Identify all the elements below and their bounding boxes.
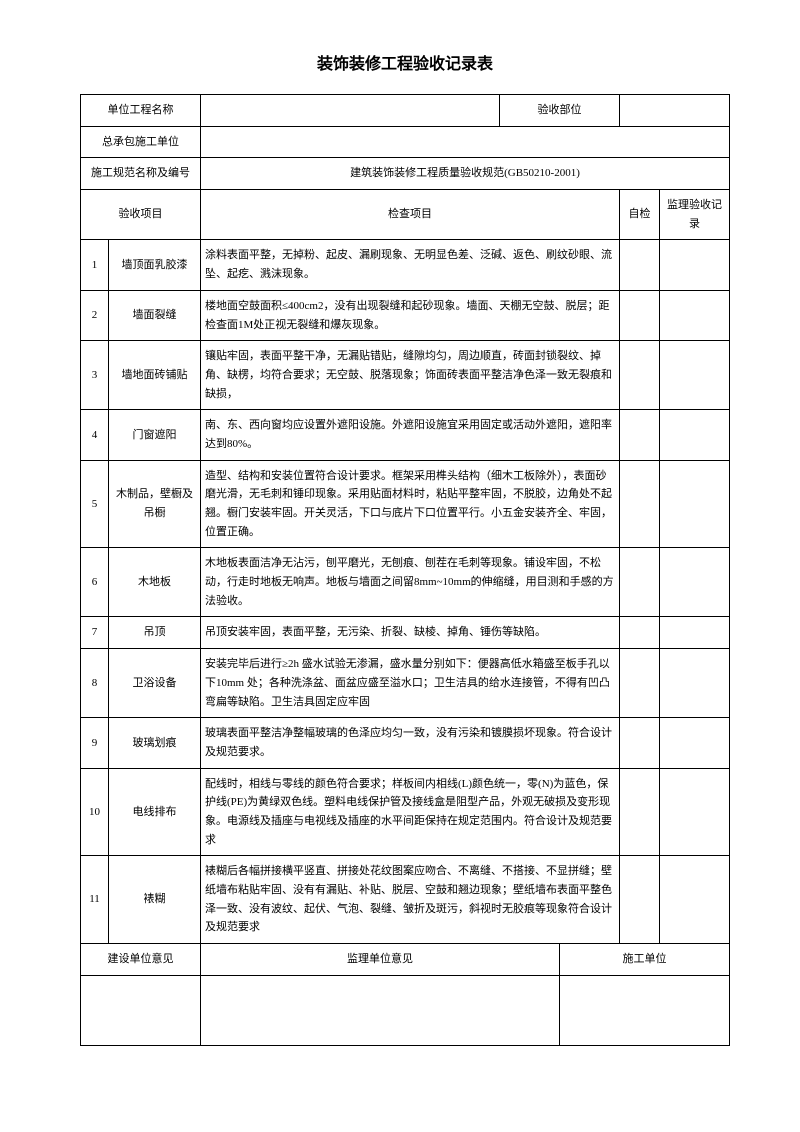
row-self	[620, 290, 660, 340]
table-row: 9 玻璃划痕 玻璃表面平整洁净整幅玻璃的色泽应均匀一致，没有污染和镀膜损坏现象。…	[81, 718, 730, 768]
row-item: 门窗遮阳	[109, 410, 201, 460]
row-desc: 吊顶安装牢固，表面平整，无污染、折裂、缺棱、掉角、锤伤等缺陷。	[201, 617, 620, 649]
supervisor-opinion-label: 监理单位意见	[201, 944, 560, 976]
row-desc: 涂料表面平整，无掉粉、起皮、漏刷现象、无明显色差、泛碱、返色、刷纹砂眼、流坠、起…	[201, 240, 620, 290]
construction-opinion-label: 建设单位意见	[81, 944, 201, 976]
table-row: 4 门窗遮阳 南、东、西向窗均应设置外遮阳设施。外遮阳设施宜采用固定或活动外遮阳…	[81, 410, 730, 460]
row-super	[660, 649, 730, 718]
row-item: 木制品，壁橱及吊橱	[109, 460, 201, 548]
table-row: 1 墙顶面乳胶漆 涂料表面平整，无掉粉、起皮、漏刷现象、无明显色差、泛碱、返色、…	[81, 240, 730, 290]
row-num: 4	[81, 410, 109, 460]
table-row: 单位工程名称 验收部位	[81, 95, 730, 127]
document-page: 装饰装修工程验收记录表 单位工程名称 验收部位 总承包施工单位 施工规范名称及编…	[0, 0, 800, 1096]
builder-label: 施工单位	[560, 944, 730, 976]
row-self	[620, 768, 660, 856]
row-self	[620, 460, 660, 548]
table-row: 10 电线排布 配线时，相线与零线的颜色符合要求；样板间内相线(L)颜色统一，零…	[81, 768, 730, 856]
table-row: 7 吊顶 吊顶安装牢固，表面平整，无污染、折裂、缺棱、掉角、锤伤等缺陷。	[81, 617, 730, 649]
row-num: 7	[81, 617, 109, 649]
row-desc: 楼地面空鼓面积≤400cm2，没有出现裂缝和起砂现象。墙面、天棚无空鼓、脱层；距…	[201, 290, 620, 340]
row-num: 10	[81, 768, 109, 856]
row-desc: 造型、结构和安装位置符合设计要求。框架采用榫头结构（细木工板除外），表面砂磨光滑…	[201, 460, 620, 548]
row-item: 卫浴设备	[109, 649, 201, 718]
row-super	[660, 548, 730, 617]
table-row: 5 木制品，壁橱及吊橱 造型、结构和安装位置符合设计要求。框架采用榫头结构（细木…	[81, 460, 730, 548]
page-title: 装饰装修工程验收记录表	[80, 50, 730, 74]
row-self	[620, 617, 660, 649]
row-self	[620, 718, 660, 768]
row-desc: 安装完毕后进行≥2h 盛水试验无渗漏，盛水量分别如下：便器高低水箱盛至板手孔以下…	[201, 649, 620, 718]
acceptance-table: 单位工程名称 验收部位 总承包施工单位 施工规范名称及编号 建筑装饰装修工程质量…	[80, 94, 730, 1046]
contractor-label: 总承包施工单位	[81, 126, 201, 158]
row-desc: 玻璃表面平整洁净整幅玻璃的色泽应均匀一致，没有污染和镀膜损坏现象。符合设计及规范…	[201, 718, 620, 768]
row-self	[620, 240, 660, 290]
accept-part-value	[620, 95, 730, 127]
row-super	[660, 410, 730, 460]
row-num: 6	[81, 548, 109, 617]
row-super	[660, 341, 730, 410]
table-row: 施工规范名称及编号 建筑装饰装修工程质量验收规范(GB50210-2001)	[81, 158, 730, 190]
row-item: 墙面裂缝	[109, 290, 201, 340]
row-desc: 木地板表面洁净无沾污，刨平磨光，无刨痕、刨茬在毛刺等现象。铺设牢固，不松动，行走…	[201, 548, 620, 617]
table-row: 3 墙地面砖铺贴 镶贴牢固，表面平整干净，无漏贴错贴，缝隙均匀，周边顺直，砖面封…	[81, 341, 730, 410]
row-super	[660, 460, 730, 548]
table-row: 11 裱糊 裱糊后各幅拼接横平竖直、拼接处花纹图案应吻合、不离缝、不搭接、不显拼…	[81, 856, 730, 944]
col-accept-item: 验收项目	[81, 190, 201, 240]
table-row: 6 木地板 木地板表面洁净无沾污，刨平磨光，无刨痕、刨茬在毛刺等现象。铺设牢固，…	[81, 548, 730, 617]
table-row: 2 墙面裂缝 楼地面空鼓面积≤400cm2，没有出现裂缝和起砂现象。墙面、天棚无…	[81, 290, 730, 340]
row-item: 木地板	[109, 548, 201, 617]
builder-cell	[560, 975, 730, 1045]
construction-opinion-cell	[81, 975, 201, 1045]
row-item: 墙顶面乳胶漆	[109, 240, 201, 290]
row-super	[660, 718, 730, 768]
table-row: 验收项目 检查项目 自检 监理验收记录	[81, 190, 730, 240]
row-item: 墙地面砖铺贴	[109, 341, 201, 410]
row-desc: 南、东、西向窗均应设置外遮阳设施。外遮阳设施宜采用固定或活动外遮阳，遮阳率达到8…	[201, 410, 620, 460]
col-supervisor: 监理验收记录	[660, 190, 730, 240]
row-super	[660, 768, 730, 856]
row-num: 1	[81, 240, 109, 290]
col-check-item: 检查项目	[201, 190, 620, 240]
row-desc: 镶贴牢固，表面平整干净，无漏贴错贴，缝隙均匀，周边顺直，砖面封锁裂纹、掉角、缺楞…	[201, 341, 620, 410]
row-self	[620, 410, 660, 460]
table-row: 总承包施工单位	[81, 126, 730, 158]
row-num: 5	[81, 460, 109, 548]
row-num: 11	[81, 856, 109, 944]
row-super	[660, 617, 730, 649]
row-self	[620, 649, 660, 718]
row-self	[620, 856, 660, 944]
table-row: 8 卫浴设备 安装完毕后进行≥2h 盛水试验无渗漏，盛水量分别如下：便器高低水箱…	[81, 649, 730, 718]
row-num: 3	[81, 341, 109, 410]
table-row: 建设单位意见 监理单位意见 施工单位	[81, 944, 730, 976]
row-num: 8	[81, 649, 109, 718]
row-num: 9	[81, 718, 109, 768]
col-self-check: 自检	[620, 190, 660, 240]
accept-part-label: 验收部位	[500, 95, 620, 127]
row-self	[620, 341, 660, 410]
row-item: 玻璃划痕	[109, 718, 201, 768]
row-super	[660, 856, 730, 944]
spec-label: 施工规范名称及编号	[81, 158, 201, 190]
project-name-value	[201, 95, 500, 127]
row-desc: 配线时，相线与零线的颜色符合要求；样板间内相线(L)颜色统一，零(N)为蓝色，保…	[201, 768, 620, 856]
table-row	[81, 975, 730, 1045]
row-item: 裱糊	[109, 856, 201, 944]
supervisor-opinion-cell	[201, 975, 560, 1045]
row-item: 电线排布	[109, 768, 201, 856]
contractor-value	[201, 126, 730, 158]
row-desc: 裱糊后各幅拼接横平竖直、拼接处花纹图案应吻合、不离缝、不搭接、不显拼缝；壁纸墙布…	[201, 856, 620, 944]
project-name-label: 单位工程名称	[81, 95, 201, 127]
row-self	[620, 548, 660, 617]
spec-value: 建筑装饰装修工程质量验收规范(GB50210-2001)	[201, 158, 730, 190]
row-super	[660, 240, 730, 290]
row-num: 2	[81, 290, 109, 340]
row-item: 吊顶	[109, 617, 201, 649]
row-super	[660, 290, 730, 340]
